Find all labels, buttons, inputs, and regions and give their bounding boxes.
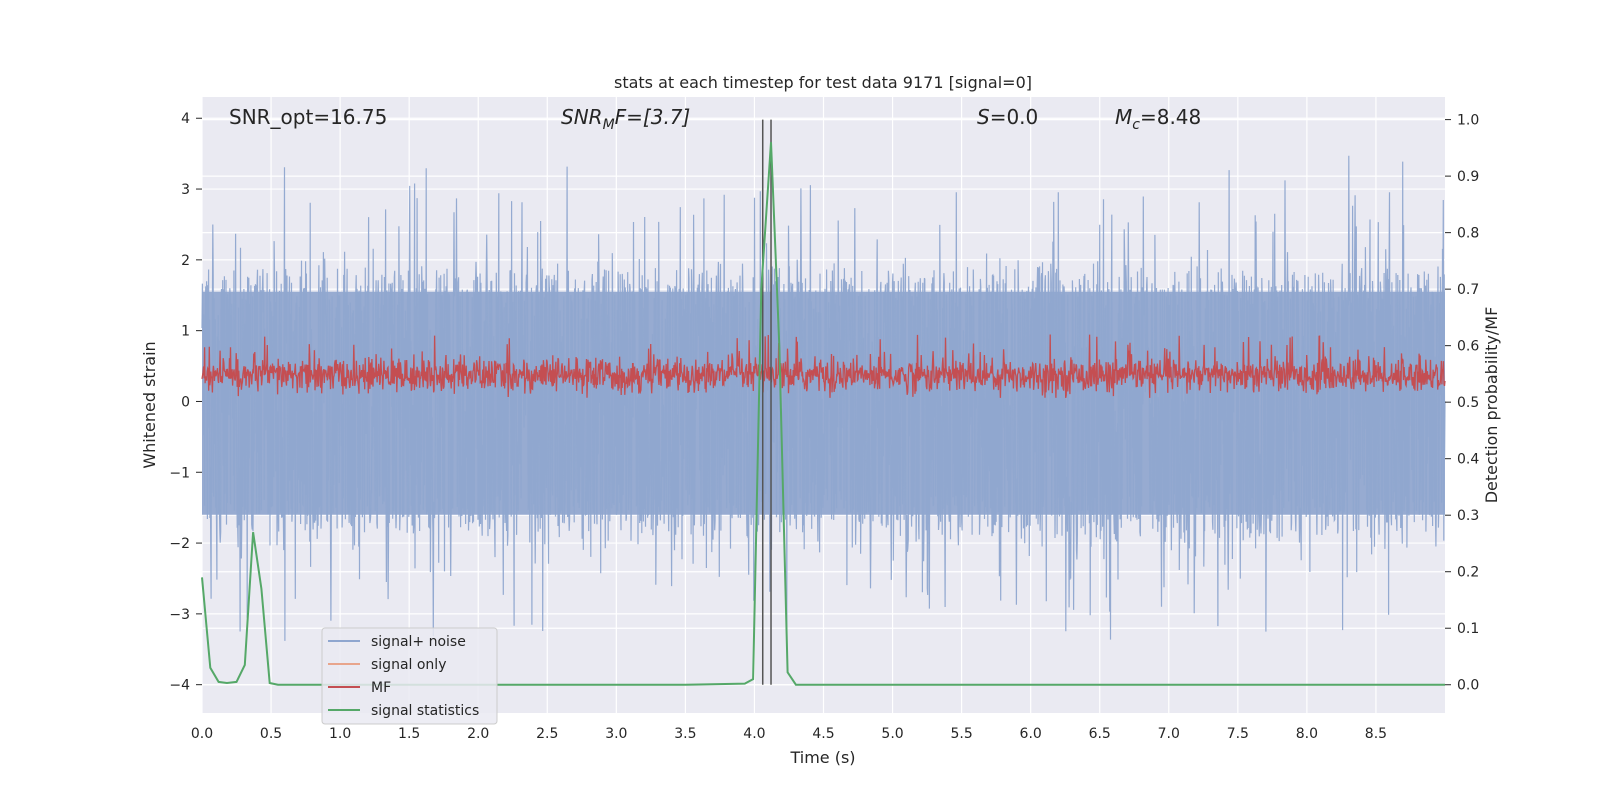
- x-tick-label: 0.5: [260, 726, 282, 742]
- y-right-tick-label: 0.1: [1457, 621, 1479, 637]
- series-mf: [201, 334, 1446, 399]
- annotation-s: S=0.0: [977, 105, 1038, 129]
- annotation-mc-var: M: [1115, 105, 1132, 129]
- annotation-s-var: S: [977, 105, 990, 129]
- x-tick-label: 1.5: [398, 726, 420, 742]
- legend: signal+ noise signal only MF signal stat…: [321, 627, 498, 725]
- x-tick-label: 3.5: [674, 726, 696, 742]
- y-right-tick-label: 0.6: [1457, 339, 1479, 355]
- y-right-tick-label: 0.0: [1457, 678, 1479, 694]
- x-tick-label: 8.5: [1365, 726, 1387, 742]
- annotation-mc-sub: c: [1132, 117, 1140, 133]
- y-right-tick-label: 0.9: [1457, 169, 1479, 185]
- y-right-tick-label: 0.3: [1457, 508, 1479, 524]
- legend-label-signal-noise: signal+ noise: [371, 634, 466, 650]
- x-tick-label: 2.5: [536, 726, 558, 742]
- mf-line: [201, 334, 1446, 399]
- y-left-tick-label: 4: [181, 111, 190, 127]
- y-left-tick-label: −3: [169, 607, 190, 623]
- series-signal-statistics: [201, 142, 1445, 686]
- x-tick-label: 1.0: [329, 726, 351, 742]
- series-signal-noise: [201, 155, 1446, 641]
- annotation-snr-opt: SNR_opt=16.75: [229, 105, 387, 129]
- x-tick-label: 7.0: [1158, 726, 1180, 742]
- annotation-snr-mf: SNRMF=[3.7]: [561, 105, 690, 133]
- y-right-axis-label: Detection probability/MF: [1482, 307, 1501, 504]
- y-left-axis-label: Whitened strain: [140, 341, 159, 468]
- chart-title: stats at each timestep for test data 917…: [614, 73, 1032, 92]
- legend-label-signal-statistics: signal statistics: [371, 703, 479, 719]
- x-tick-label: 4.0: [743, 726, 765, 742]
- y-left-tick-label: 2: [181, 253, 190, 269]
- legend-label-mf: MF: [371, 680, 391, 696]
- x-tick-label: 4.5: [812, 726, 834, 742]
- y-right-tick-label: 1.0: [1457, 113, 1479, 129]
- signal-noise-line: [201, 155, 1446, 641]
- vertical-markers: [761, 119, 772, 685]
- y-left-tick-label: 0: [181, 394, 190, 410]
- y-left-tick-label: 1: [181, 324, 190, 340]
- annotation-s-value: =0.0: [990, 105, 1039, 129]
- annotation-mc-value: =8.48: [1140, 105, 1201, 129]
- y-right-tick-label: 0.8: [1457, 226, 1479, 242]
- x-tick-label: 7.5: [1227, 726, 1249, 742]
- signal-statistics-line: [201, 142, 1445, 686]
- x-tick-label: 6.5: [1089, 726, 1111, 742]
- annotation-snr-mf-sub: M: [603, 117, 615, 133]
- legend-box: [321, 627, 498, 725]
- y-left-tick-label: −4: [169, 678, 190, 694]
- y-left-axis-ticks: 4 3 2 1 0 −1 −2 −3 −4: [169, 111, 202, 694]
- legend-label-signal-only: signal only: [371, 657, 446, 673]
- x-tick-label: 3.0: [605, 726, 627, 742]
- annotation-snr-mf-main: SNR: [561, 105, 603, 129]
- y-left-tick-label: 3: [181, 182, 190, 198]
- x-axis-ticks: 0.0 0.5 1.0 1.5 2.0 2.5 3.0 3.5 4.0 4.5 5.0 5.5 6.0 6…: [191, 726, 1387, 742]
- y-right-tick-label: 0.5: [1457, 395, 1479, 411]
- x-tick-label: 6.0: [1020, 726, 1042, 742]
- annotation-snr-mf-rest: F=[3.7]: [615, 105, 691, 129]
- x-tick-label: 8.0: [1296, 726, 1318, 742]
- annotation-mc: Mc=8.48: [1115, 105, 1201, 133]
- y-right-tick-label: 0.2: [1457, 565, 1479, 581]
- x-tick-label: 5.5: [950, 726, 972, 742]
- x-tick-label: 5.0: [881, 726, 903, 742]
- y-right-axis-ticks: 1.0 0.9 0.8 0.7 0.6 0.5 0.4 0.3 0.2 0.1 0.0: [1445, 113, 1479, 694]
- x-axis-label: Time (s): [789, 748, 855, 767]
- y-left-tick-label: −2: [169, 536, 190, 552]
- y-right-tick-label: 0.4: [1457, 452, 1479, 468]
- y-right-tick-label: 0.7: [1457, 282, 1479, 298]
- x-tick-label: 0.0: [191, 726, 213, 742]
- y-left-tick-label: −1: [169, 465, 190, 481]
- x-tick-label: 2.0: [467, 726, 489, 742]
